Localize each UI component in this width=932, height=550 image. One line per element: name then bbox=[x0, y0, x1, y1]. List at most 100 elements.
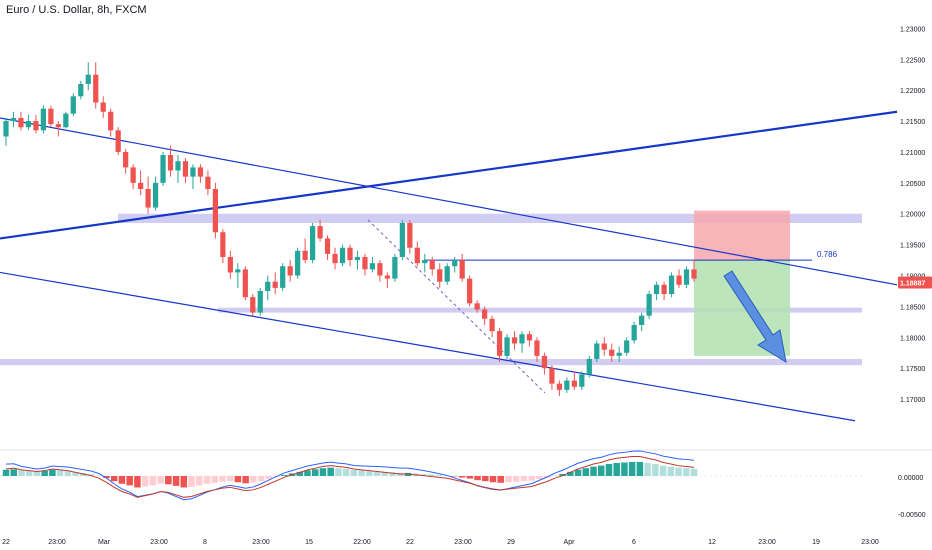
candle-body bbox=[205, 176, 211, 190]
x-tick-label: 23:00 bbox=[454, 539, 472, 546]
candle-body bbox=[534, 340, 540, 356]
macd-hist-bar bbox=[118, 476, 126, 484]
candle bbox=[362, 253, 368, 276]
candle bbox=[399, 219, 405, 261]
macd-hist-bar bbox=[18, 470, 25, 476]
candle-body bbox=[646, 294, 652, 316]
candle bbox=[377, 260, 383, 282]
candle-body bbox=[93, 74, 99, 103]
macd-hist-bar bbox=[149, 476, 157, 486]
candle-body bbox=[691, 269, 697, 279]
candle bbox=[526, 331, 533, 347]
candle bbox=[534, 337, 540, 363]
macd-hist-bar bbox=[497, 476, 504, 483]
x-tick-label: 15 bbox=[305, 539, 313, 546]
candle-body bbox=[437, 269, 443, 282]
candle-body bbox=[280, 266, 286, 288]
candle bbox=[40, 105, 47, 134]
candle-body bbox=[564, 380, 570, 390]
candle bbox=[564, 377, 570, 393]
x-tick-label: 23:00 bbox=[861, 539, 879, 546]
candle bbox=[422, 253, 428, 273]
trendline-upper-channel bbox=[0, 117, 898, 286]
candle-body bbox=[601, 343, 607, 350]
macd-hist-bar bbox=[636, 461, 644, 476]
macd-hist-bar bbox=[134, 476, 141, 488]
candle bbox=[631, 321, 637, 344]
y-tick-label: 1.18000 bbox=[900, 335, 925, 342]
macd-hist-bar bbox=[590, 466, 597, 476]
candle bbox=[549, 365, 555, 390]
candle bbox=[302, 238, 308, 264]
candle bbox=[130, 164, 136, 190]
candle-body bbox=[33, 121, 39, 131]
candle bbox=[369, 256, 376, 273]
candle bbox=[70, 93, 76, 117]
x-tick-label: 23:00 bbox=[252, 539, 270, 546]
y-tick-label: 1.23000 bbox=[900, 26, 925, 33]
candle-body bbox=[324, 238, 331, 254]
macd-hist-bar bbox=[2, 469, 10, 476]
macd-hist-bar bbox=[10, 469, 17, 476]
macd-hist-bar bbox=[667, 466, 675, 476]
candles-layer bbox=[3, 62, 697, 397]
candle-body bbox=[48, 108, 54, 125]
candle bbox=[459, 253, 465, 282]
macd-hist-bar bbox=[652, 464, 659, 476]
candle bbox=[25, 114, 32, 131]
macd-hist-bar bbox=[257, 476, 265, 482]
macd-hist-bar bbox=[311, 469, 319, 476]
candle bbox=[519, 331, 525, 353]
candle bbox=[444, 263, 450, 285]
macd-hist-bar bbox=[574, 469, 582, 476]
macd-hist-bar bbox=[196, 476, 203, 486]
macd-hist-bar bbox=[49, 469, 56, 476]
candle-body bbox=[145, 189, 151, 208]
candle bbox=[332, 247, 338, 270]
x-tick-label: 23:00 bbox=[150, 539, 168, 546]
macd-hist-bar bbox=[64, 470, 72, 476]
candle-body bbox=[175, 161, 181, 171]
candle bbox=[324, 235, 331, 261]
forecast-arrow-icon bbox=[723, 270, 787, 364]
x-tick-label: 22:00 bbox=[353, 539, 371, 546]
candle-body bbox=[18, 117, 24, 128]
macd-line bbox=[5, 450, 695, 501]
symbol-title: Euro / U.S. Dollar, 8h, FXCM bbox=[6, 4, 147, 16]
macd-hist-bar bbox=[528, 476, 535, 481]
candle bbox=[676, 269, 682, 288]
candle bbox=[653, 281, 660, 301]
candle bbox=[48, 105, 54, 128]
candle-body bbox=[639, 315, 645, 325]
candle bbox=[601, 337, 607, 356]
macd-hist-bar bbox=[304, 470, 311, 476]
signal-line bbox=[5, 456, 695, 498]
zone-support-1 bbox=[218, 307, 862, 313]
candle bbox=[668, 272, 675, 298]
candle-body bbox=[354, 256, 361, 261]
candle bbox=[691, 260, 697, 282]
candle-body bbox=[242, 269, 248, 298]
macd-hist-bar bbox=[520, 476, 528, 482]
candle bbox=[115, 127, 121, 156]
candle-body bbox=[511, 337, 518, 344]
x-tick-label: 23:00 bbox=[758, 539, 776, 546]
x-tick-label: 19 bbox=[812, 539, 820, 546]
candle bbox=[347, 244, 353, 267]
macd-hist-bar bbox=[644, 463, 651, 476]
candle-body bbox=[302, 250, 308, 261]
macd-hist-bar bbox=[72, 471, 79, 476]
candle-body bbox=[250, 297, 256, 313]
candle-body bbox=[496, 331, 503, 356]
macd-y-tick-label: 0.00000 bbox=[898, 475, 923, 482]
candle bbox=[496, 328, 503, 363]
candle-body bbox=[115, 130, 121, 152]
candle-body bbox=[332, 253, 338, 264]
candle bbox=[586, 355, 592, 378]
trendline-rising bbox=[0, 110, 898, 240]
candle-body bbox=[220, 232, 226, 257]
x-tick-label: 22 bbox=[406, 539, 414, 546]
candle-body bbox=[519, 334, 525, 344]
macd-hist-bar bbox=[512, 476, 520, 482]
